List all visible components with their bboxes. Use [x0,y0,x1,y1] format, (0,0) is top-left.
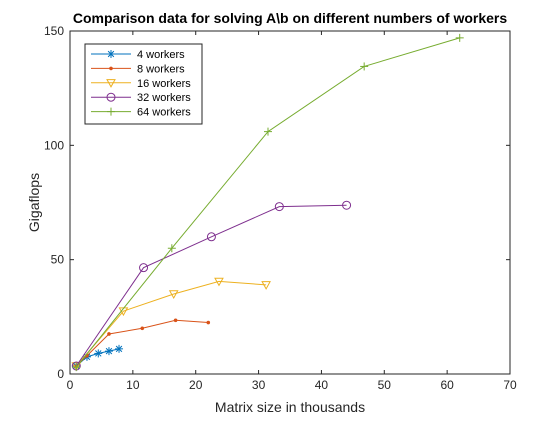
series-line [75,204,347,367]
data-point [71,362,82,372]
legend-entry: 16 workers [91,78,191,90]
data-point [140,326,145,331]
legend-marker [106,79,116,88]
data-point [455,33,464,42]
y-axis-label: Gigaflops [26,173,42,232]
x-tick-label: 70 [503,378,517,392]
series-line [75,319,209,367]
marker-stroke [107,50,115,58]
series-5 [72,33,464,372]
x-tick-label: 50 [378,378,392,392]
data-point [342,200,352,210]
x-tick-label: 20 [189,378,203,392]
y-tick-label: 150 [44,24,64,38]
legend-marker [106,92,116,102]
series-layer [71,33,464,372]
data-point [115,344,124,353]
data-point [139,263,149,273]
data-point [104,347,113,356]
marker-stroke [105,347,113,355]
y-tick-label: 100 [44,138,64,152]
y-tick-label: 0 [57,367,64,381]
marker-stroke [115,345,123,353]
x-tick-label: 30 [252,378,266,392]
legend-entry: 4 workers [91,49,185,61]
x-tick-label: 40 [315,378,329,392]
series-3 [71,277,271,372]
data-point [274,202,284,212]
series-line [75,280,267,367]
legend-label: 16 workers [137,78,191,90]
data-point [107,332,111,336]
data-point [261,281,271,290]
marker-stroke [95,350,102,357]
data-point [206,232,216,242]
legend-marker [107,107,115,116]
legend-entry: 32 workers [91,92,191,104]
legend-marker [107,50,115,58]
x-tick-label: 10 [126,378,140,392]
legend-label: 8 workers [137,63,185,75]
data-point [173,318,178,323]
chart-title: Comparison data for solving A\b on diffe… [73,10,508,26]
legend-box [84,43,203,125]
data-point [214,277,224,287]
legend-marker [109,66,113,71]
legend-entry: 64 workers [91,107,191,119]
legend-label: 64 workers [137,107,191,119]
series-4 [71,200,352,371]
x-axis-label: Matrix size in thousands [215,399,365,415]
data-point [264,127,272,136]
data-point [206,320,211,325]
data-point [94,349,103,358]
x-tick-label: 0 [67,378,74,392]
x-tick-label: 60 [440,378,454,392]
data-point [72,363,81,372]
legend-label: 4 workers [137,49,185,61]
data-point [168,290,179,299]
legend-entry: 8 workers [91,63,185,75]
legend-label: 32 workers [137,92,191,104]
y-tick-label: 50 [51,253,65,267]
data-point [167,244,176,253]
data-point [360,62,369,71]
legend: 4 workers 8 workers 16 workers 32 workers 64… [84,43,203,125]
